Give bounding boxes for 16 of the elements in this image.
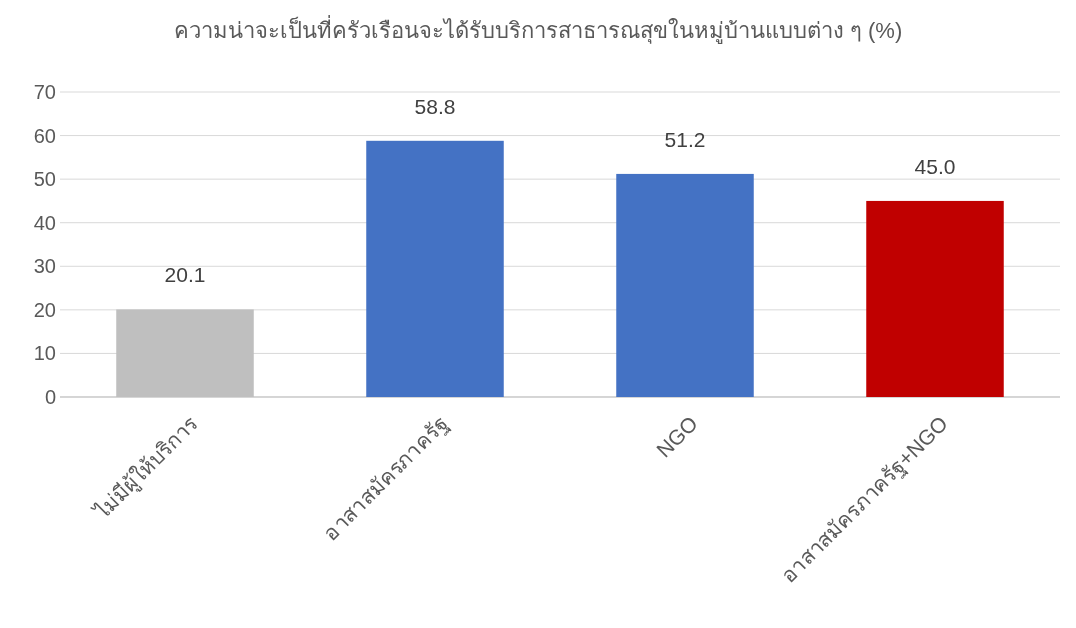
y-tick-label: 60 [33, 124, 56, 147]
y-tick-label: 10 [33, 342, 56, 365]
y-tick-label: 30 [33, 255, 56, 278]
bar [866, 200, 1004, 397]
y-tick-label: 0 [44, 386, 56, 408]
y-tick-label: 40 [33, 211, 56, 234]
chart-title: ความน่าจะเป็นที่ครัวเรือนจะได้รับบริการสาธารณสุขในหมู่บ้านแบบต่าง ๆ (%) [173, 15, 903, 44]
y-tick-label: 70 [33, 81, 56, 103]
y-tick-label: 50 [33, 168, 56, 191]
data-label: 51.2 [664, 127, 706, 151]
data-label: 58.8 [414, 94, 456, 118]
bar [366, 140, 504, 397]
y-tick-label: 20 [33, 298, 56, 321]
data-label: 20.1 [164, 263, 206, 287]
bar [616, 173, 754, 397]
data-label: 45.0 [914, 154, 956, 178]
